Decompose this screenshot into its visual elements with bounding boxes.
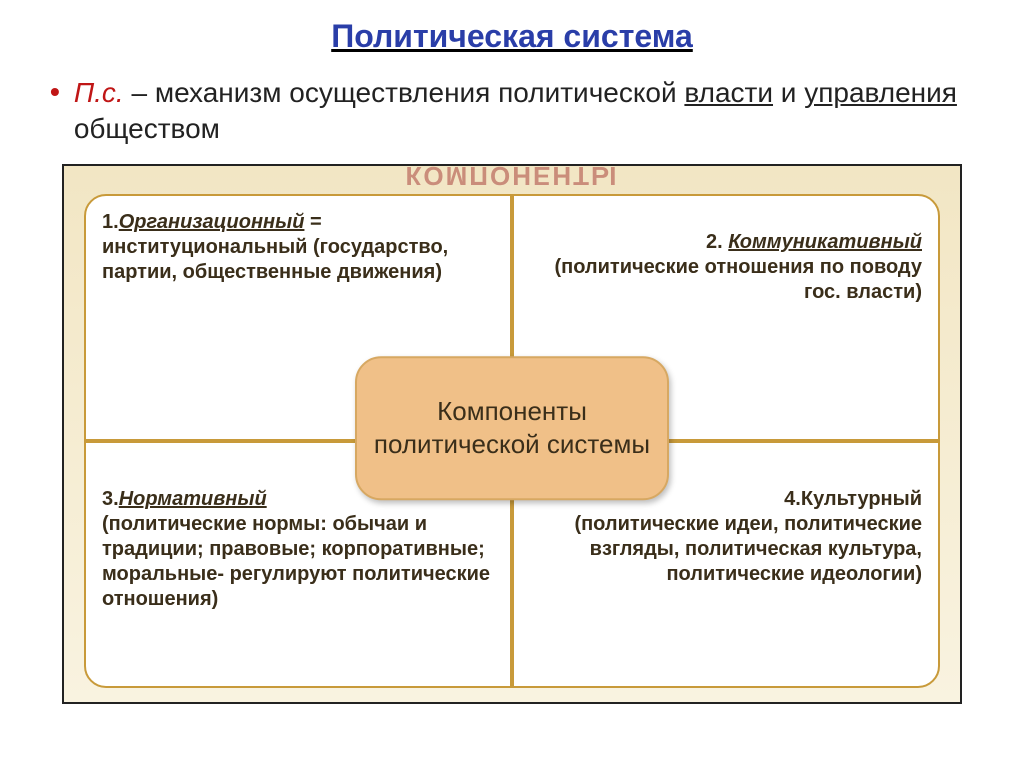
diagram-panel: КОМПОНЕНТЫ 1.Организационный = институци… xyxy=(62,164,962,704)
def-part2: обществом xyxy=(74,113,220,144)
center-badge: Компоненты политической системы xyxy=(355,356,669,500)
background-word: КОМПОНЕНТЫ xyxy=(64,160,960,191)
def-part1: механизм осуществления политической xyxy=(155,77,685,108)
cell-bl-name: Нормативный xyxy=(119,488,267,510)
cell-br-num: 4. xyxy=(784,488,801,510)
cell-tl-num: 1. xyxy=(102,211,119,233)
bullet-dot: • xyxy=(50,75,60,109)
cell-bl-num: 3. xyxy=(102,488,119,510)
slide-title: Политическая система xyxy=(0,0,1024,65)
cell-bl-extra: (политические нормы: обычаи и традиции; … xyxy=(102,513,490,610)
cell-br-name: Культурный xyxy=(801,488,922,510)
def-vlasti: власти xyxy=(684,77,773,108)
def-dash: – xyxy=(124,77,155,108)
cell-br-extra: (политические идеи, политические взгляды… xyxy=(574,513,922,585)
cell-tr-extra: (политические отношения по поводу гос. в… xyxy=(554,256,922,303)
cell-tr-name: Коммуникативный xyxy=(728,231,922,253)
cell-tl-name: Организационный xyxy=(119,211,305,233)
center-label: Компоненты политической системы xyxy=(357,396,667,461)
definition-text: П.с. – механизм осуществления политическ… xyxy=(74,75,984,148)
definition-row: • П.с. – механизм осуществления политиче… xyxy=(0,65,1024,158)
def-and: и xyxy=(773,77,804,108)
cell-br-content: 4.Культурный (политические идеи, политич… xyxy=(530,487,922,587)
cell-tr-content: 2. Коммуникативный (политические отношен… xyxy=(530,230,922,305)
def-uprav: управления xyxy=(804,77,957,108)
cell-bl-content: 3.Нормативный (политические нормы: обыча… xyxy=(102,487,494,612)
title-text: Политическая система xyxy=(331,18,693,54)
cell-tr-num: 2. xyxy=(706,231,728,253)
ps-abbrev: П.с. xyxy=(74,77,124,108)
